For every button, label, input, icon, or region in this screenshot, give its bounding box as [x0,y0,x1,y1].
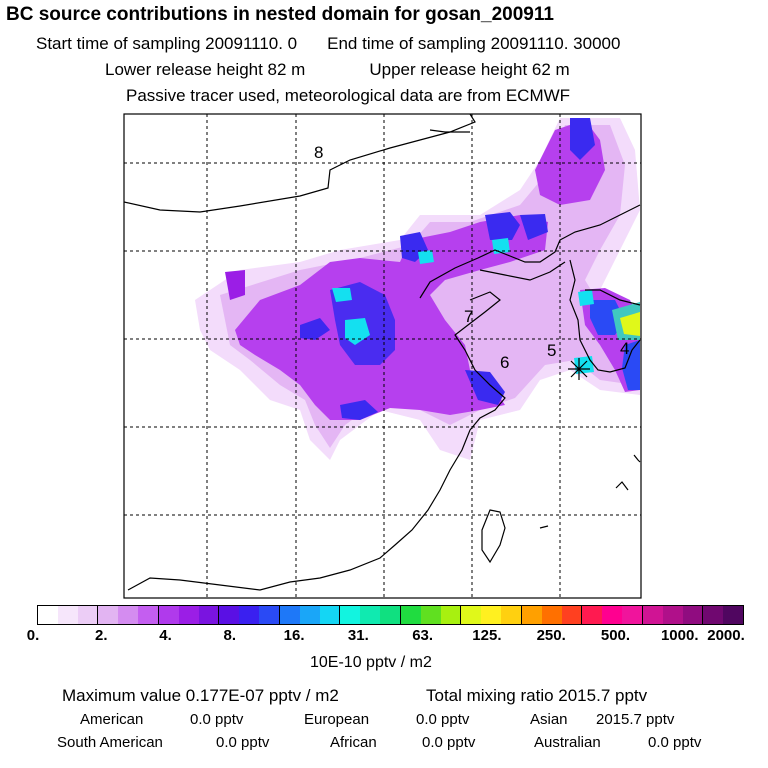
color-scale-tick: 31. [347,627,369,644]
color-scale-segment [723,606,743,624]
color-scale-segment [239,606,260,624]
color-scale-tick: 125. [472,627,502,644]
map-label: 8 [314,143,323,162]
region-value: 0.0 pptv [422,734,476,751]
color-scale-segment [582,606,603,624]
map-label: 6 [500,353,509,372]
region-name: Asian [530,711,568,728]
total-mixing-ratio: Total mixing ratio 2015.7 pptv [426,686,648,705]
color-scale-segment [279,606,300,624]
color-scale-segment [360,606,381,624]
color-scale-segment [77,606,99,624]
color-scale-tick: 63. [412,627,434,644]
color-scale-segment [198,606,220,624]
color-scale-tick: 0. [26,627,40,644]
color-scale-segment [219,606,240,624]
start-time: Start time of sampling 20091110. 0 [36,34,298,53]
region-name: South American [57,734,163,751]
region-value: 2015.7 pptv [596,711,675,728]
coastlines [124,114,641,591]
sampling-times: Start time of sampling 20091110. 0 End ti… [36,34,620,54]
color-scale-segment [682,606,704,624]
contribution-map: 8 7 6 5 4 [123,113,642,599]
receptor-star-icon [568,358,590,380]
color-scale-segment [118,606,139,624]
region-name: Australian [534,734,601,751]
end-time: End time of sampling 20091110. 30000 [327,34,621,53]
color-scale-segment [622,606,643,624]
color-scale-bar [37,605,744,625]
region-value: 0.0 pptv [190,711,244,728]
color-scale-segment [319,606,341,624]
map-title: BC source contributions in nested domain… [6,4,554,25]
color-scale-segment [299,606,320,624]
color-scale-segment [561,606,583,624]
color-scale-segment [259,606,280,624]
region-value: 0.0 pptv [216,734,270,751]
color-scale-segment [57,606,78,624]
color-scale-units: 10E-10 pptv / m2 [310,654,432,671]
color-scale-segment [521,606,542,624]
region-name: European [304,711,370,728]
color-scale-tick: 8. [223,627,237,644]
color-scale-segment [420,606,441,624]
color-scale-segment [138,606,159,624]
map-grid [124,114,641,598]
color-scale-segment [501,606,522,624]
lower-release-height: Lower release height 82 m [105,60,306,79]
color-scale-segment [178,606,199,624]
color-scale-tick: 2. [95,627,108,644]
color-scale-tick: 250. [536,627,566,644]
upper-release-height: Upper release height 62 m [369,60,570,79]
color-scale-segment [461,606,482,624]
color-scale-segment [440,606,462,624]
color-scale-segment [158,606,179,624]
color-scale-segment [642,606,663,624]
tracer-note: Passive tracer used, meteorological data… [126,86,571,105]
region-name: African [330,734,377,751]
color-scale-segment [98,606,119,624]
color-scale-tick: 4. [159,627,172,644]
region-name: American [80,711,144,728]
color-scale-segment [481,606,502,624]
maximum-value: Maximum value 0.177E-07 pptv / m2 [62,686,339,705]
color-scale-segment [662,606,683,624]
color-scale-segment [541,606,562,624]
color-scale-segment [400,606,421,624]
color-scale-segment [38,606,58,624]
color-scale-tick: 16. [283,627,305,644]
region-value: 0.0 pptv [648,734,702,751]
map-label: 5 [547,341,556,360]
map-label: 4 [620,339,629,358]
color-scale-segment [602,606,623,624]
color-scale-tick: 500. [600,627,631,644]
color-scale-tick: 1000. [660,627,699,644]
color-scale-tick: 2000. [707,627,745,644]
color-scale-segment [703,606,724,624]
map-label: 7 [464,307,473,326]
region-value: 0.0 pptv [416,711,470,728]
release-heights: Lower release height 82 m Upper release h… [105,60,570,80]
color-scale-segment [380,606,401,624]
color-scale-segment [340,606,361,624]
map-frame [123,113,642,599]
